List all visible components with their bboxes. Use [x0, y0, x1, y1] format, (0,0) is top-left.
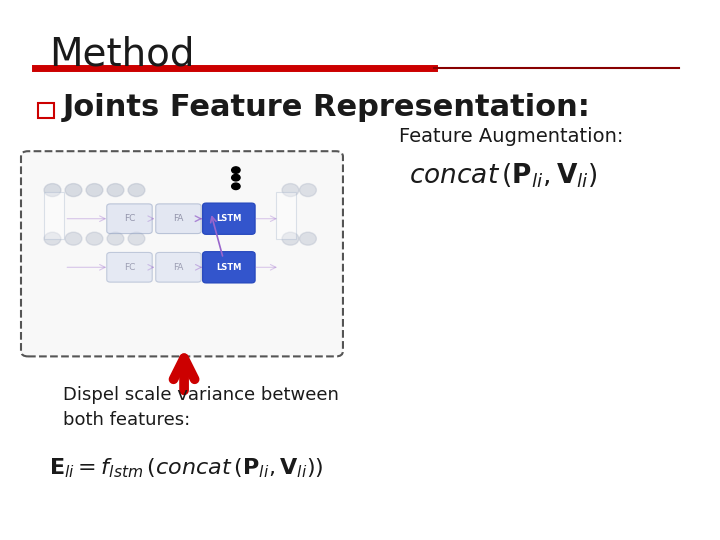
Circle shape	[65, 184, 82, 197]
Text: FC: FC	[124, 214, 135, 223]
Text: Feature Augmentation:: Feature Augmentation:	[399, 127, 624, 146]
FancyBboxPatch shape	[156, 252, 201, 282]
Circle shape	[232, 183, 240, 190]
Circle shape	[282, 184, 299, 197]
FancyBboxPatch shape	[202, 203, 255, 234]
Text: Joints Feature Representation:: Joints Feature Representation:	[63, 93, 591, 123]
FancyBboxPatch shape	[44, 192, 63, 239]
Circle shape	[44, 232, 61, 245]
FancyBboxPatch shape	[276, 192, 296, 239]
FancyBboxPatch shape	[38, 103, 54, 118]
Circle shape	[107, 232, 124, 245]
Text: FA: FA	[174, 263, 184, 272]
Text: LSTM: LSTM	[216, 214, 241, 223]
Text: $\mathit{concat}\,(\mathbf{P}_{li},\mathbf{V}_{li})$: $\mathit{concat}\,(\mathbf{P}_{li},\math…	[410, 161, 598, 190]
Circle shape	[44, 184, 61, 197]
FancyBboxPatch shape	[156, 204, 201, 233]
FancyBboxPatch shape	[21, 151, 343, 356]
Circle shape	[232, 174, 240, 181]
Text: FC: FC	[124, 263, 135, 272]
FancyBboxPatch shape	[202, 252, 255, 283]
Circle shape	[232, 167, 240, 173]
Text: FA: FA	[174, 214, 184, 223]
Circle shape	[128, 232, 145, 245]
Circle shape	[128, 184, 145, 197]
Text: Dispel scale variance between
both features:: Dispel scale variance between both featu…	[63, 386, 339, 429]
Text: Method: Method	[49, 35, 194, 73]
Circle shape	[300, 232, 316, 245]
Circle shape	[282, 232, 299, 245]
FancyBboxPatch shape	[107, 252, 152, 282]
FancyBboxPatch shape	[107, 204, 152, 233]
Text: $\mathbf{E}_{li} = f_{lstm}\,(\mathit{concat}\,(\mathbf{P}_{li},\mathbf{V}_{li}): $\mathbf{E}_{li} = f_{lstm}\,(\mathit{co…	[49, 456, 323, 480]
Circle shape	[65, 232, 82, 245]
Text: LSTM: LSTM	[216, 263, 241, 272]
Circle shape	[107, 184, 124, 197]
Circle shape	[86, 232, 103, 245]
Circle shape	[86, 184, 103, 197]
Circle shape	[300, 184, 316, 197]
